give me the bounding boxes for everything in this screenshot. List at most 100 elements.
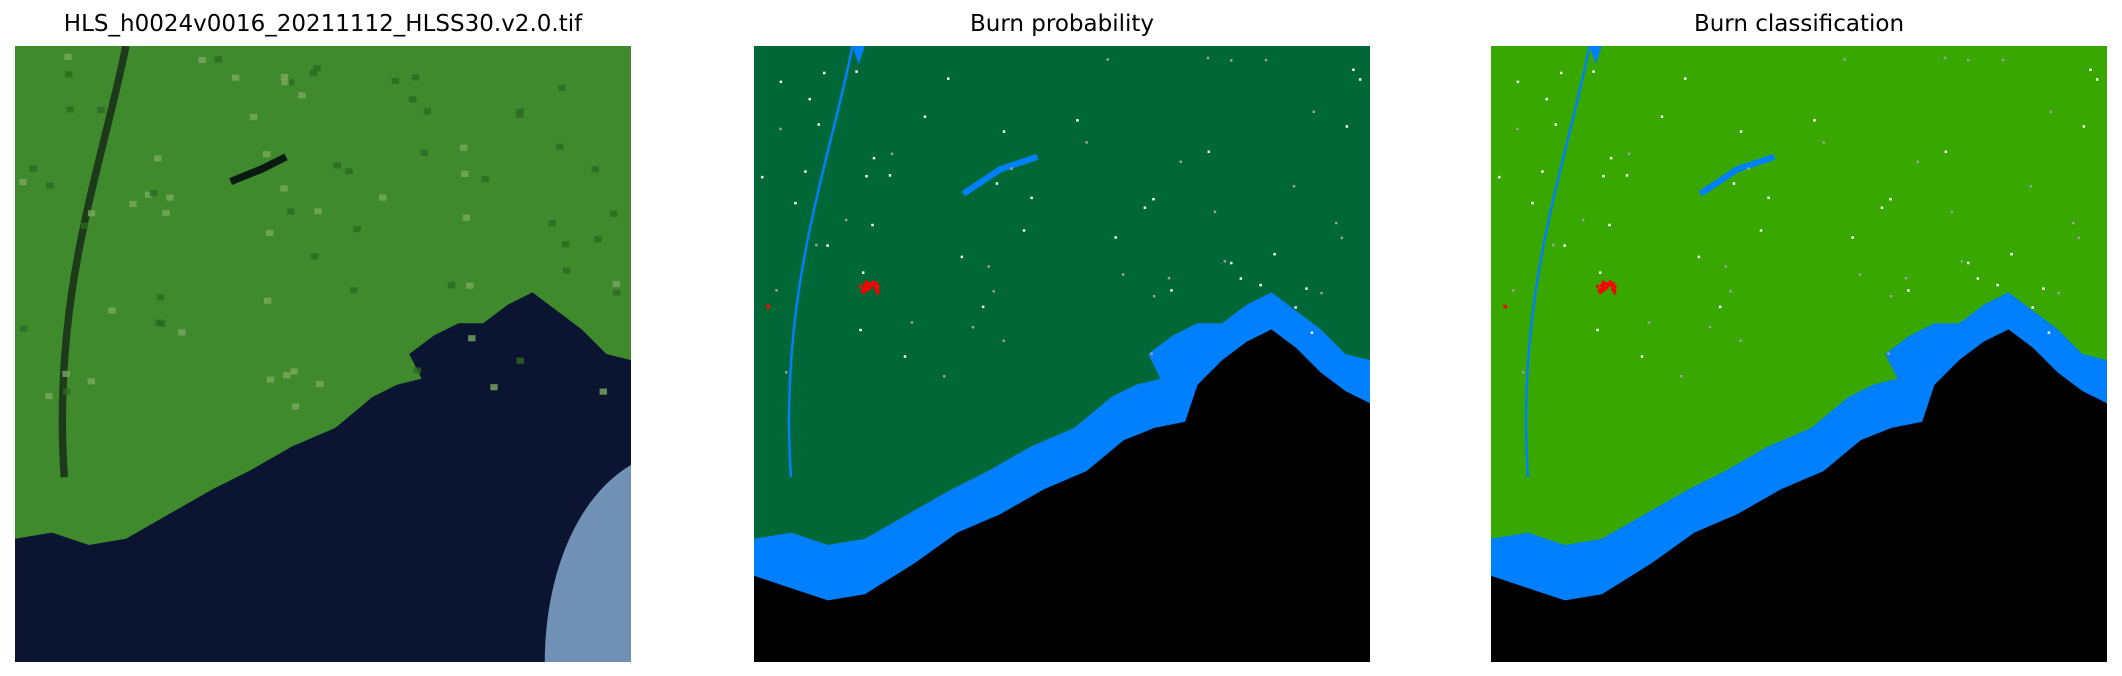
unburned-speck [1592, 70, 1595, 73]
unburned-speck [1223, 260, 1227, 263]
unburned-speck [2029, 185, 2033, 188]
unburned-speck [943, 375, 946, 378]
unburned-speck [1345, 125, 1349, 128]
unburned-speck [1581, 218, 1585, 222]
unburned-speck [1759, 229, 1763, 232]
unburned-speck [779, 127, 782, 131]
burn-pixel [766, 304, 771, 309]
unburned-speck [1708, 325, 1712, 329]
land-texture [144, 191, 153, 198]
unburned-speck [1608, 223, 1611, 227]
land-texture [178, 329, 186, 336]
unburned-speck [1627, 152, 1631, 156]
unburned-speck [865, 174, 868, 178]
burn-pixel [864, 280, 868, 284]
land-texture [108, 307, 116, 314]
land-texture [333, 162, 341, 169]
land-texture [280, 185, 288, 192]
unburned-speck [1747, 167, 1750, 170]
burn-pixel [864, 282, 868, 286]
unburned-speck [1625, 174, 1629, 177]
unburned-speck [890, 152, 894, 156]
unburned-speck [1179, 160, 1183, 164]
land-texture [612, 280, 620, 287]
unburned-speck [1312, 110, 1316, 114]
unburned-speck [1002, 339, 1005, 343]
panel-title-burn-classification: Burn classification [1693, 11, 1905, 37]
lake [961, 153, 1039, 197]
unburned-speck [923, 115, 927, 118]
unburned-speck [960, 255, 964, 259]
unburned-speck [1904, 276, 1908, 280]
land-texture [155, 319, 163, 326]
land-texture [466, 282, 474, 289]
unburned-speck [2072, 221, 2075, 225]
land-texture [612, 289, 621, 296]
unburned-speck [1010, 167, 1013, 170]
land-texture [591, 166, 600, 173]
land-texture [353, 226, 361, 233]
land-texture [562, 267, 571, 274]
land-texture [149, 190, 158, 197]
land-texture [516, 111, 524, 119]
unburned-speck [1718, 305, 1722, 309]
land-texture [350, 287, 358, 294]
unburned-speck [2031, 306, 2034, 309]
unburned-speck [1598, 271, 1602, 274]
unburned-speck [1767, 196, 1770, 200]
land-texture [391, 77, 400, 85]
unburned-speck [1943, 56, 1947, 60]
land-texture [290, 368, 298, 375]
unburned-speck [1206, 56, 1210, 60]
burn-pixel [865, 286, 869, 290]
land-texture [231, 74, 240, 81]
burn-pixel [1601, 282, 1605, 286]
burn-pixel [1600, 287, 1604, 291]
land-texture [66, 106, 74, 113]
land-texture [561, 241, 570, 248]
land-texture [378, 194, 387, 201]
unburned-speck [1944, 150, 1948, 153]
burn-pixel [1611, 282, 1615, 286]
burn-pixel [874, 287, 878, 291]
unburned-speck [804, 170, 807, 173]
unburned-speck [947, 77, 950, 80]
unburned-speck [1106, 58, 1109, 61]
unburned-speck [1640, 355, 1644, 358]
unburned-speck [987, 265, 990, 268]
unburned-speck [794, 201, 797, 205]
unburned-speck [1273, 252, 1276, 256]
lake [229, 153, 288, 185]
unburned-speck [971, 325, 975, 329]
unburned-speck [855, 70, 858, 73]
unburned-speck [1813, 119, 1816, 122]
burn-pixel [1607, 283, 1611, 287]
unburned-speck [861, 271, 865, 274]
unburned-speck [1976, 277, 1980, 280]
burn-pixel [874, 282, 878, 286]
land-texture [80, 222, 89, 229]
burn-pixel [870, 283, 874, 287]
panel-title-satellite: HLS_h0024v0016_20211112_HLSS30.v2.0.tif [63, 11, 583, 37]
unburned-speck [1960, 260, 1964, 263]
land-texture [87, 378, 96, 385]
unburned-speck [1996, 283, 1999, 287]
land-texture [156, 294, 165, 301]
unburned-speck [872, 156, 876, 160]
land-texture [45, 393, 53, 400]
unburned-speck [844, 218, 848, 222]
land-texture [516, 108, 524, 115]
land-texture [558, 84, 566, 91]
unburned-speck [871, 223, 874, 227]
unburned-speck [2077, 236, 2081, 240]
unburned-speck [1114, 236, 1117, 239]
unburned-speck [1967, 59, 1970, 62]
unburned-speck [992, 290, 995, 293]
unburned-speck [1207, 150, 1211, 153]
cloud-area [544, 464, 631, 662]
unburned-speck [808, 97, 811, 101]
unburned-speck [1609, 156, 1613, 160]
unburned-speck [1552, 243, 1555, 247]
burn-pixel [864, 289, 868, 293]
land-texture [286, 79, 295, 86]
